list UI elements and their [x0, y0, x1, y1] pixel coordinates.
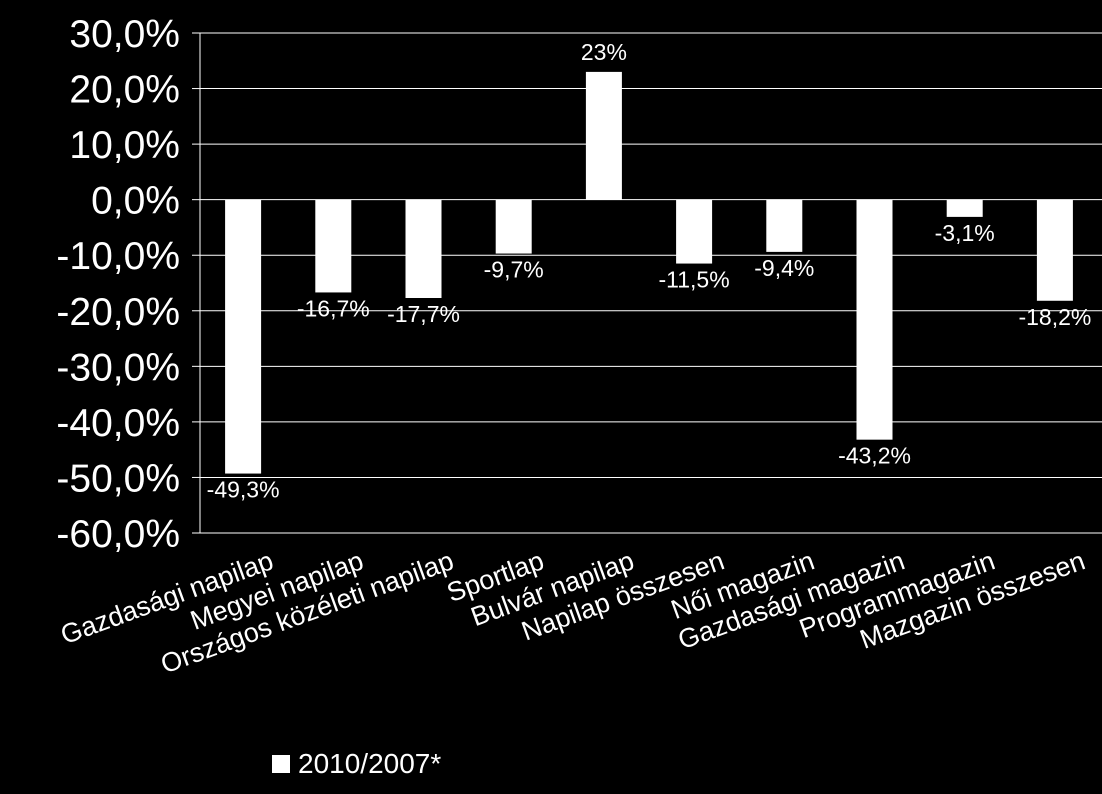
bar [225, 199, 262, 474]
y-tick-label: -50,0% [56, 457, 180, 500]
data-label: -3,1% [935, 220, 995, 246]
y-axis: 30,0% 20,0% 10,0% 0,0% -10,0% -20,0% -30,0% -40… [56, 13, 201, 556]
bar [856, 199, 893, 440]
data-label: -18,2% [1018, 304, 1091, 330]
y-tick-label: 30,0% [69, 13, 180, 56]
bar [405, 199, 442, 298]
y-tick-label: 10,0% [69, 124, 180, 167]
data-label: -16,7% [297, 295, 370, 321]
data-label: 23% [581, 39, 627, 65]
legend: 2010/2007* [272, 748, 441, 780]
bar [1036, 199, 1073, 301]
y-tick-label: 0,0% [91, 180, 180, 223]
bar [585, 71, 622, 200]
bar [676, 199, 713, 264]
bar [495, 199, 532, 254]
data-label: -9,4% [754, 255, 814, 281]
bar [946, 199, 983, 217]
data-label: -9,7% [484, 257, 544, 283]
data-labels: -49,3% -16,7% -17,7% -9,7% 23% -11,5% -9,4% -43… [207, 39, 1092, 503]
y-tick-label: -10,0% [56, 235, 180, 278]
data-label: -43,2% [838, 443, 911, 469]
y-tick-label: -40,0% [56, 402, 180, 445]
y-tick-label: -60,0% [56, 513, 180, 556]
bar [315, 199, 352, 293]
y-tick-label: -20,0% [56, 291, 180, 334]
y-tick-label: -30,0% [56, 346, 180, 389]
data-label: -49,3% [207, 477, 280, 503]
bar [766, 199, 803, 252]
bars [225, 71, 1073, 474]
legend-swatch [272, 755, 290, 773]
legend-label: 2010/2007* [298, 748, 442, 779]
y-tick-label: 20,0% [69, 69, 180, 112]
data-label: -17,7% [387, 301, 460, 327]
data-label: -11,5% [659, 267, 730, 293]
